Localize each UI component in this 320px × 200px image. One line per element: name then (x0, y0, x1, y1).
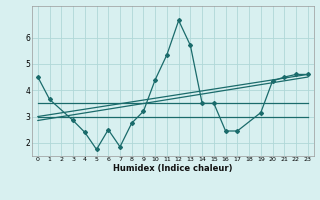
X-axis label: Humidex (Indice chaleur): Humidex (Indice chaleur) (113, 164, 233, 173)
